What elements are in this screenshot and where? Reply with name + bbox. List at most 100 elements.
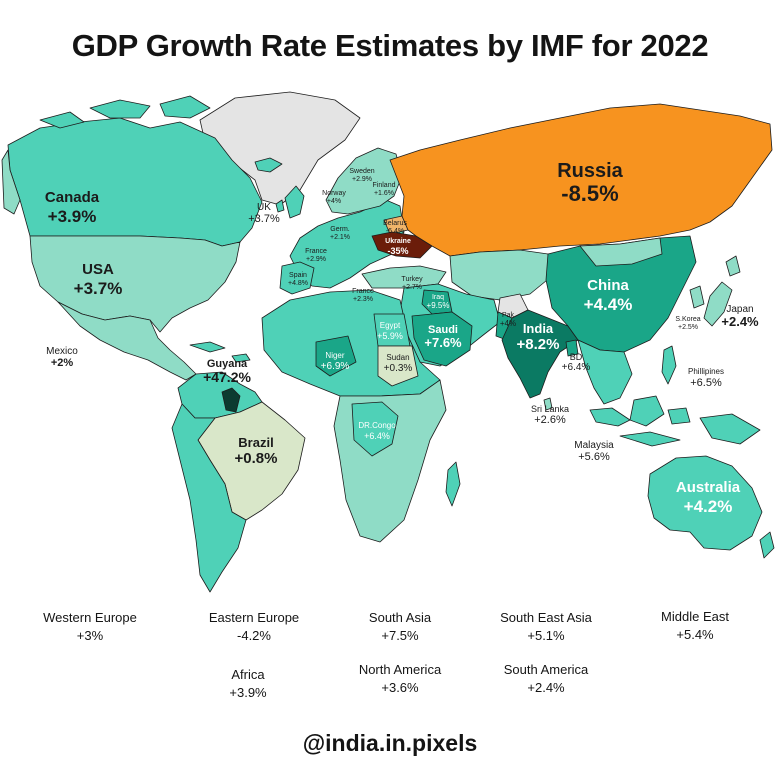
ukraine-shape: [371, 231, 433, 259]
belarus-name: Belarus: [383, 220, 407, 227]
indonesia-shape: [589, 395, 761, 447]
sudan-value: +0.3%: [383, 362, 413, 374]
philippines-shape: [661, 345, 677, 385]
label-spain: Spain +4.8%: [288, 272, 308, 288]
label-srilanka: Sri Lanka +2.6%: [531, 404, 569, 426]
russia-value: -8.5%: [561, 181, 619, 207]
india-value: +8.2%: [516, 335, 560, 353]
finland-name: Finland: [372, 182, 396, 189]
mongolia-shape: [579, 237, 663, 267]
uk-shape: [275, 185, 305, 219]
sudan-name: Sudan: [386, 353, 410, 362]
india-shape: [501, 309, 579, 399]
usa-name: USA: [82, 261, 114, 278]
skorea-value: +2.5%: [677, 323, 699, 331]
turkey-value: +2.7%: [401, 283, 423, 291]
srilanka-value: +2.6%: [534, 414, 566, 427]
turkey-name: Turkey: [401, 276, 423, 283]
france2-name: France: [352, 288, 374, 295]
france-value: +2.9%: [305, 255, 327, 263]
region-south-east-asia: South East Asia +5.1%: [500, 610, 592, 643]
mexico-name: Mexico: [46, 346, 78, 357]
region-value: +5.4%: [676, 627, 714, 642]
label-brazil: Brazil +0.8%: [234, 435, 278, 467]
china-name: China: [587, 277, 629, 294]
label-usa: USA +3.7%: [73, 261, 123, 298]
region-value: +3%: [76, 628, 104, 643]
iceland-shape: [254, 157, 283, 173]
label-france: France +2.9%: [305, 248, 327, 264]
sudan-shape: [377, 345, 419, 387]
label-belarus: Belarus -6.4%: [383, 220, 407, 236]
region-name: Middle East: [661, 609, 729, 624]
label-sudan: Sudan +0.3%: [383, 353, 413, 374]
skorea-name: S.Korea: [675, 316, 701, 323]
label-niger: Niger +6.9%: [321, 351, 350, 372]
region-middle-east: Middle East +5.4%: [661, 609, 729, 642]
niger-name: Niger: [325, 351, 345, 360]
japan-shape: [703, 255, 741, 327]
label-germany: Germ. +2.1%: [330, 226, 350, 242]
usa-value: +3.7%: [73, 278, 123, 298]
label-sweden: Sweden +2.9%: [349, 168, 374, 184]
region-name: South Asia: [368, 610, 432, 625]
australia-value: +4.2%: [683, 496, 733, 516]
canada-value: +3.9%: [47, 206, 97, 226]
philippines-value: +6.5%: [690, 376, 722, 389]
korea-shape: [689, 285, 705, 309]
drcongo-shape: [351, 401, 399, 457]
region-name: Africa: [231, 667, 265, 682]
spain-value: +4.8%: [287, 279, 309, 287]
pak-name: Pak: [501, 312, 515, 319]
bd-value: +6.4%: [561, 362, 591, 374]
scandinavia-shape: [325, 147, 403, 215]
label-finland: Finland +1.6%: [373, 182, 396, 198]
japan-value: +2.4%: [721, 314, 759, 330]
region-western-europe: Western Europe +3%: [43, 610, 137, 643]
russia-name: Russia: [557, 160, 623, 182]
mexico-shape: [57, 301, 197, 381]
france2-value: +2.3%: [352, 295, 374, 303]
label-russia: Russia -8.5%: [557, 160, 623, 207]
saudi-shape: [411, 311, 473, 367]
label-japan: Japan +2.4%: [721, 304, 758, 330]
bd-name: BD: [569, 352, 583, 362]
label-pak: Pak +4%: [500, 312, 516, 329]
uk-value: +3.7%: [248, 213, 280, 226]
saudi-value: +7.6%: [424, 335, 462, 351]
drcongo-value: +6.4%: [364, 430, 390, 441]
central-asia-shape: [449, 249, 553, 301]
brazil-value: +0.8%: [234, 449, 278, 467]
china-value: +4.4%: [583, 294, 633, 314]
region-south-america: South America +2.4%: [504, 662, 589, 695]
region-north-america: North America +3.6%: [359, 662, 441, 695]
norway-name: Norway: [322, 190, 346, 197]
region-name: Western Europe: [43, 610, 137, 625]
france-name: France: [305, 248, 327, 255]
label-france2: France +2.3%: [352, 288, 374, 304]
turkey-shape: [361, 265, 447, 289]
label-china: China +4.4%: [583, 277, 633, 314]
label-canada: Canada +3.9%: [45, 189, 99, 226]
label-bd: BD +6.4%: [562, 352, 591, 373]
niger-shape: [315, 335, 357, 377]
guyana-name: Guyana: [206, 358, 248, 370]
sweden-name: Sweden: [349, 168, 375, 175]
ukraine-name: Ukraine: [385, 238, 411, 245]
belarus-value: -6.4%: [385, 227, 405, 235]
region-south-asia: South Asia +7.5%: [369, 610, 431, 643]
region-africa: Africa +3.9%: [229, 667, 266, 700]
egypt-value: +5.9%: [377, 330, 403, 341]
label-drcongo: DR.Congo +6.4%: [358, 421, 395, 441]
norway-value: +4%: [326, 197, 342, 205]
ukraine-value: -35%: [387, 245, 409, 256]
malaysia-name: Malaysia: [574, 440, 614, 451]
region-value: +3.9%: [229, 685, 267, 700]
label-egypt: Egypt +5.9%: [377, 321, 403, 341]
russia-shape: [389, 103, 773, 257]
label-skorea: S.Korea +2.5%: [675, 316, 700, 332]
region-value: +3.6%: [381, 680, 419, 695]
se-asia-shape: [577, 339, 633, 405]
malaysia-value: +5.6%: [578, 451, 610, 464]
